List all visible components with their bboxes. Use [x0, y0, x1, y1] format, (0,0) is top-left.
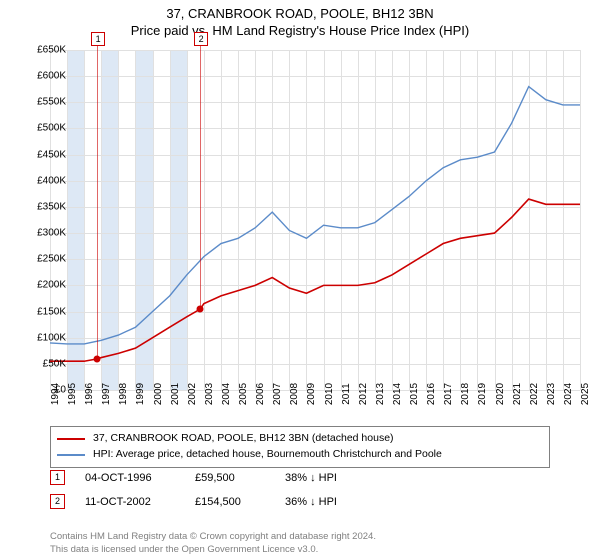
gridline-v — [580, 50, 581, 390]
x-axis-label: 2007 — [272, 383, 283, 405]
x-axis-label: 2020 — [495, 383, 506, 405]
title-line-1: 37, CRANBROOK ROAD, POOLE, BH12 3BN — [0, 6, 600, 23]
x-axis-label: 2014 — [392, 383, 403, 405]
x-axis-label: 2018 — [460, 383, 471, 405]
event-marker-line — [97, 42, 98, 359]
footer-attribution: Contains HM Land Registry data © Crown c… — [50, 531, 376, 556]
x-axis-label: 2002 — [187, 383, 198, 405]
sale-event-1: 1 04-OCT-1996 £59,500 38% ↓ HPI — [50, 470, 337, 485]
y-axis-label: £100K — [37, 332, 66, 343]
y-axis-label: £650K — [37, 45, 66, 56]
legend-row-1: 37, CRANBROOK ROAD, POOLE, BH12 3BN (det… — [57, 431, 543, 447]
legend-swatch-1 — [57, 438, 85, 440]
event-marker-line — [200, 42, 201, 309]
series-line-hpi — [50, 87, 580, 344]
x-axis-label: 2006 — [255, 383, 266, 405]
series-line-price_paid — [50, 199, 580, 361]
x-axis-label: 2001 — [170, 383, 181, 405]
y-axis-label: £200K — [37, 280, 66, 291]
sale-marker-icon: 2 — [50, 494, 65, 509]
y-axis-label: £600K — [37, 71, 66, 82]
x-axis-label: 2015 — [409, 383, 420, 405]
x-axis-label: 2017 — [443, 383, 454, 405]
chart-title: 37, CRANBROOK ROAD, POOLE, BH12 3BN Pric… — [0, 0, 600, 40]
y-axis-label: £400K — [37, 175, 66, 186]
y-axis-label: £50K — [43, 358, 66, 369]
y-axis-label: £150K — [37, 306, 66, 317]
x-axis-label: 2016 — [426, 383, 437, 405]
footer-line-2: This data is licensed under the Open Gov… — [50, 544, 376, 556]
sale-event-2: 2 11-OCT-2002 £154,500 36% ↓ HPI — [50, 494, 337, 509]
x-axis-label: 2019 — [477, 383, 488, 405]
y-axis-label: £500K — [37, 123, 66, 134]
sale-price: £59,500 — [195, 472, 265, 484]
legend-label-2: HPI: Average price, detached house, Bour… — [93, 447, 442, 463]
legend-row-2: HPI: Average price, detached house, Bour… — [57, 447, 543, 463]
x-axis-label: 2013 — [375, 383, 386, 405]
line-series-svg — [50, 50, 580, 390]
x-axis-label: 2005 — [238, 383, 249, 405]
x-axis-label: 2008 — [289, 383, 300, 405]
legend: 37, CRANBROOK ROAD, POOLE, BH12 3BN (det… — [50, 426, 550, 468]
x-axis-label: 2009 — [306, 383, 317, 405]
x-axis-label: 1995 — [67, 383, 78, 405]
sale-hpi-delta: 36% ↓ HPI — [285, 496, 337, 508]
x-axis-label: 2003 — [204, 383, 215, 405]
y-axis-label: £550K — [37, 97, 66, 108]
x-axis-label: 2022 — [529, 383, 540, 405]
x-axis-label: 1997 — [101, 383, 112, 405]
x-axis-label: 2010 — [324, 383, 335, 405]
y-axis-label: £250K — [37, 254, 66, 265]
y-axis-label: £300K — [37, 228, 66, 239]
legend-label-1: 37, CRANBROOK ROAD, POOLE, BH12 3BN (det… — [93, 431, 394, 447]
x-axis-label: 2024 — [563, 383, 574, 405]
x-axis-label: 1994 — [50, 383, 61, 405]
event-marker-badge: 1 — [91, 32, 105, 46]
x-axis-label: 1996 — [84, 383, 95, 405]
event-marker-dot — [197, 306, 204, 313]
y-axis-label: £450K — [37, 149, 66, 160]
x-axis-label: 2004 — [221, 383, 232, 405]
x-axis-label: 2011 — [341, 383, 352, 405]
footer-line-1: Contains HM Land Registry data © Crown c… — [50, 531, 376, 543]
legend-swatch-2 — [57, 454, 85, 456]
title-line-2: Price paid vs. HM Land Registry's House … — [0, 23, 600, 40]
sale-date: 04-OCT-1996 — [85, 472, 175, 484]
sale-price: £154,500 — [195, 496, 265, 508]
sale-marker-icon: 1 — [50, 470, 65, 485]
sale-date: 11-OCT-2002 — [85, 496, 175, 508]
x-axis-label: 1998 — [118, 383, 129, 405]
x-axis-label: 2023 — [546, 383, 557, 405]
event-marker-dot — [94, 355, 101, 362]
x-axis-label: 2000 — [153, 383, 164, 405]
sale-hpi-delta: 38% ↓ HPI — [285, 472, 337, 484]
x-axis-label: 1999 — [135, 383, 146, 405]
x-axis-label: 2021 — [512, 383, 523, 405]
chart-plot-area: 12 — [50, 50, 580, 390]
x-axis-label: 2025 — [580, 383, 591, 405]
y-axis-label: £350K — [37, 201, 66, 212]
x-axis-label: 2012 — [358, 383, 369, 405]
event-marker-badge: 2 — [194, 32, 208, 46]
